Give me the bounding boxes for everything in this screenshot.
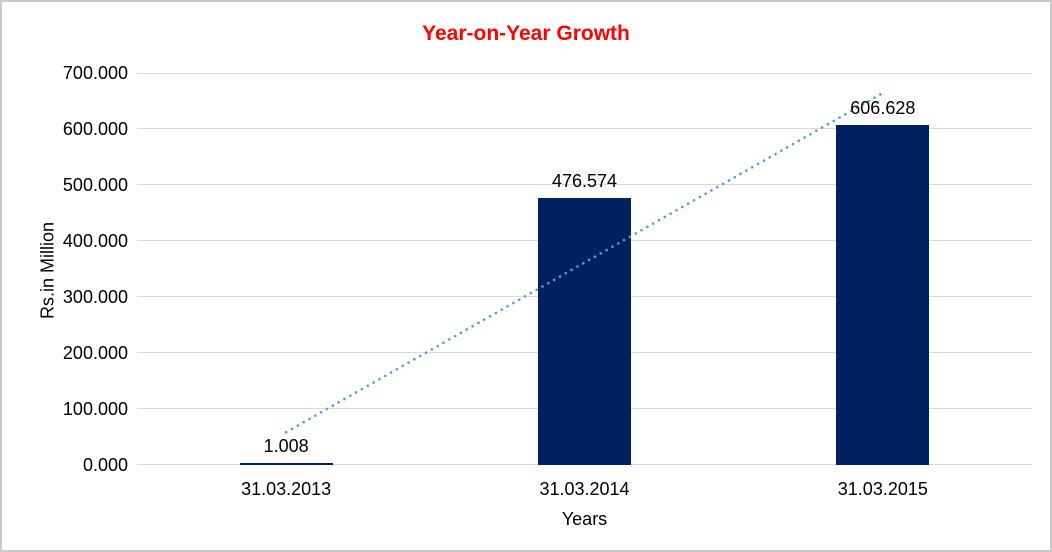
y-tick-label: 400.000 xyxy=(62,231,128,251)
y-tick-label: 300.000 xyxy=(62,287,128,307)
bar-value-label: 606.628 xyxy=(850,98,916,118)
y-tick-label: 700.000 xyxy=(62,63,128,83)
y-tick-label: 100.000 xyxy=(62,399,128,419)
gridline xyxy=(137,73,1032,74)
gridline xyxy=(137,184,1032,185)
plot-area: 1.008 476.574 606.628 xyxy=(137,73,1032,465)
x-tick-label: 31.03.2014 xyxy=(539,479,630,499)
x-tick-label: 31.03.2013 xyxy=(241,479,332,499)
bar xyxy=(240,463,333,465)
bar-value-label: 476.574 xyxy=(551,171,618,191)
y-tick-label: 500.000 xyxy=(62,175,128,195)
bar xyxy=(836,125,929,465)
trendline xyxy=(284,91,885,434)
y-tick-label: 0.000 xyxy=(82,455,128,475)
gridline xyxy=(137,128,1032,129)
x-tick-label: 31.03.2015 xyxy=(837,479,928,499)
y-tick-label: 600.000 xyxy=(62,119,128,139)
y-axis-tick-labels: 0.000 100.000 200.000 300.000 400.000 500.000… xyxy=(2,63,128,475)
x-axis-title: Years xyxy=(561,509,608,529)
x-axis-tick-labels: 31.03.2013 31.03.2014 31.03.2015 xyxy=(137,479,1032,501)
bar xyxy=(538,198,631,465)
bar-value-label: 1.008 xyxy=(263,436,309,456)
y-tick-label: 200.000 xyxy=(62,343,128,363)
chart-title: Year-on-Year Growth xyxy=(422,22,630,45)
